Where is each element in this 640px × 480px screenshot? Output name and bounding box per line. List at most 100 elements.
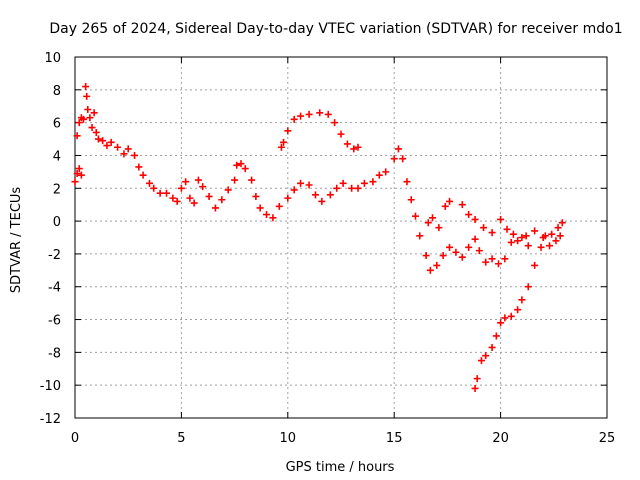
data-point	[552, 237, 560, 245]
data-point	[488, 255, 496, 263]
data-point	[492, 332, 500, 340]
data-point	[131, 151, 139, 159]
data-point	[558, 219, 566, 227]
x-tick-label: 25	[599, 431, 616, 446]
data-point	[75, 119, 83, 127]
data-point	[524, 283, 532, 291]
data-point	[441, 202, 449, 210]
series-points	[71, 83, 566, 392]
data-point	[339, 179, 347, 187]
data-point	[194, 176, 202, 184]
data-point	[186, 194, 194, 202]
data-point	[173, 197, 181, 205]
data-point	[403, 178, 411, 186]
data-point	[114, 143, 122, 151]
x-axis-label: GPS time / hours	[286, 460, 395, 475]
chart-title: Day 265 of 2024, Sidereal Day-to-day VTE…	[49, 21, 622, 37]
data-point	[537, 243, 545, 251]
data-point	[452, 248, 460, 256]
data-point	[305, 110, 313, 118]
y-axis-ticks: -12 -10 -8 -6 -4 -2 0 2 4 6 8 10	[40, 51, 607, 427]
data-point	[237, 160, 245, 168]
data-point	[475, 247, 483, 255]
data-point	[507, 312, 515, 320]
data-point	[99, 137, 107, 145]
data-point	[231, 176, 239, 184]
data-point	[284, 194, 292, 202]
data-point	[150, 184, 158, 192]
data-point	[177, 184, 185, 192]
data-point	[435, 224, 443, 232]
data-point	[501, 255, 509, 263]
data-point	[139, 171, 147, 179]
data-point	[369, 178, 377, 186]
data-point	[86, 114, 94, 122]
data-point	[326, 191, 334, 199]
data-point	[394, 145, 402, 153]
data-point	[277, 143, 285, 151]
data-point	[497, 319, 505, 327]
data-point	[554, 224, 562, 232]
y-tick-label: -12	[40, 412, 61, 427]
data-point	[224, 186, 232, 194]
data-point	[348, 184, 356, 192]
data-point	[531, 261, 539, 269]
x-tick-label: 15	[386, 431, 403, 446]
y-axis-label: SDTVAR / TECUs	[9, 187, 24, 294]
data-point	[360, 179, 368, 187]
data-point	[120, 150, 128, 158]
data-point	[524, 242, 532, 250]
data-point	[82, 83, 90, 91]
data-point	[416, 232, 424, 240]
chart-grid	[75, 57, 607, 418]
data-point	[446, 197, 454, 205]
x-tick-label: 10	[280, 431, 297, 446]
data-point	[190, 199, 198, 207]
data-point	[497, 215, 505, 223]
data-point	[145, 179, 153, 187]
data-point	[375, 171, 383, 179]
data-point	[473, 375, 481, 383]
data-point	[382, 168, 390, 176]
data-point	[333, 184, 341, 192]
data-point	[275, 202, 283, 210]
data-point	[477, 357, 485, 365]
data-point	[94, 135, 102, 143]
data-point	[311, 191, 319, 199]
y-tick-label: -4	[48, 281, 61, 296]
data-point	[77, 171, 85, 179]
plot-frame	[74, 56, 608, 419]
data-point	[354, 184, 362, 192]
data-point	[73, 132, 81, 140]
y-tick-label: 10	[44, 51, 61, 66]
data-point	[390, 155, 398, 163]
data-point	[324, 110, 332, 118]
data-point	[290, 115, 298, 123]
data-point	[156, 189, 164, 197]
data-point	[480, 224, 488, 232]
data-point	[471, 215, 479, 223]
data-point	[337, 130, 345, 138]
data-point	[399, 155, 407, 163]
data-point	[331, 119, 339, 127]
data-point	[316, 109, 324, 117]
data-point	[482, 352, 490, 360]
data-point	[263, 211, 271, 219]
data-point	[546, 242, 554, 250]
data-point	[354, 143, 362, 151]
y-tick-label: 2	[53, 182, 61, 197]
data-point	[199, 183, 207, 191]
x-axis-ticks: 0 5 10 15 20 25	[71, 57, 615, 446]
data-point	[507, 238, 515, 246]
data-point	[233, 161, 241, 169]
data-point	[439, 252, 447, 260]
data-point	[514, 237, 522, 245]
data-point	[84, 106, 92, 114]
x-tick-label: 5	[177, 431, 185, 446]
x-tick-label: 20	[492, 431, 509, 446]
data-point	[241, 165, 249, 173]
data-point	[124, 145, 132, 153]
data-point	[465, 243, 473, 251]
data-point	[458, 253, 466, 261]
